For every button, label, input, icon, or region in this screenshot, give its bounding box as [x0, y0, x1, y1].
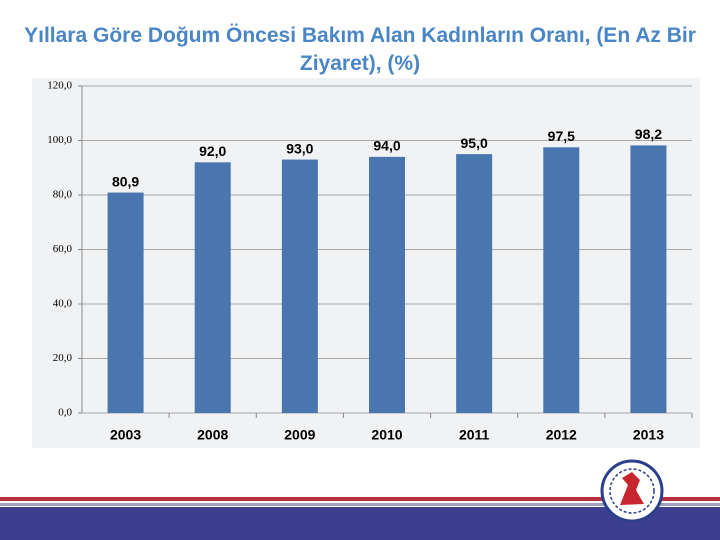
value-label: 98,2: [635, 126, 662, 142]
y-tick-label: 120,0: [47, 80, 72, 92]
value-label: 80,9: [112, 173, 139, 189]
blue-band: [0, 507, 720, 540]
bar: [369, 156, 405, 413]
value-label: 95,0: [461, 135, 488, 151]
x-tick-label: 2008: [197, 427, 228, 443]
value-label: 94,0: [373, 138, 400, 154]
logo-ring: [609, 468, 655, 514]
value-label: 97,5: [548, 128, 575, 144]
y-tick-label: 0,0: [58, 407, 72, 419]
red-stripe: [0, 497, 720, 501]
y-tick-label: 80,0: [53, 189, 73, 201]
light-stripe: [0, 503, 720, 506]
bar: [630, 145, 667, 413]
bar: [107, 192, 144, 413]
x-tick-label: 2013: [633, 427, 664, 443]
bar: [543, 147, 580, 413]
bar: [281, 159, 318, 413]
logo-figure: [620, 472, 644, 505]
y-tick-label: 40,0: [53, 298, 73, 310]
x-tick-label: 2009: [284, 427, 315, 443]
y-tick-label: 100,0: [47, 134, 72, 146]
x-tick-label: 2003: [110, 427, 141, 443]
x-tick-label: 2011: [459, 427, 490, 443]
x-tick-label: 2012: [546, 427, 577, 443]
bar: [194, 162, 231, 413]
y-tick-label: 20,0: [53, 352, 73, 364]
y-tick-label: 60,0: [53, 243, 73, 255]
value-label: 93,0: [286, 140, 313, 156]
x-tick-label: 2010: [371, 427, 402, 443]
chart-title: Yıllara Göre Doğum Öncesi Bakım Alan Kad…: [24, 24, 696, 75]
bar: [456, 154, 493, 413]
value-label: 92,0: [199, 143, 226, 159]
